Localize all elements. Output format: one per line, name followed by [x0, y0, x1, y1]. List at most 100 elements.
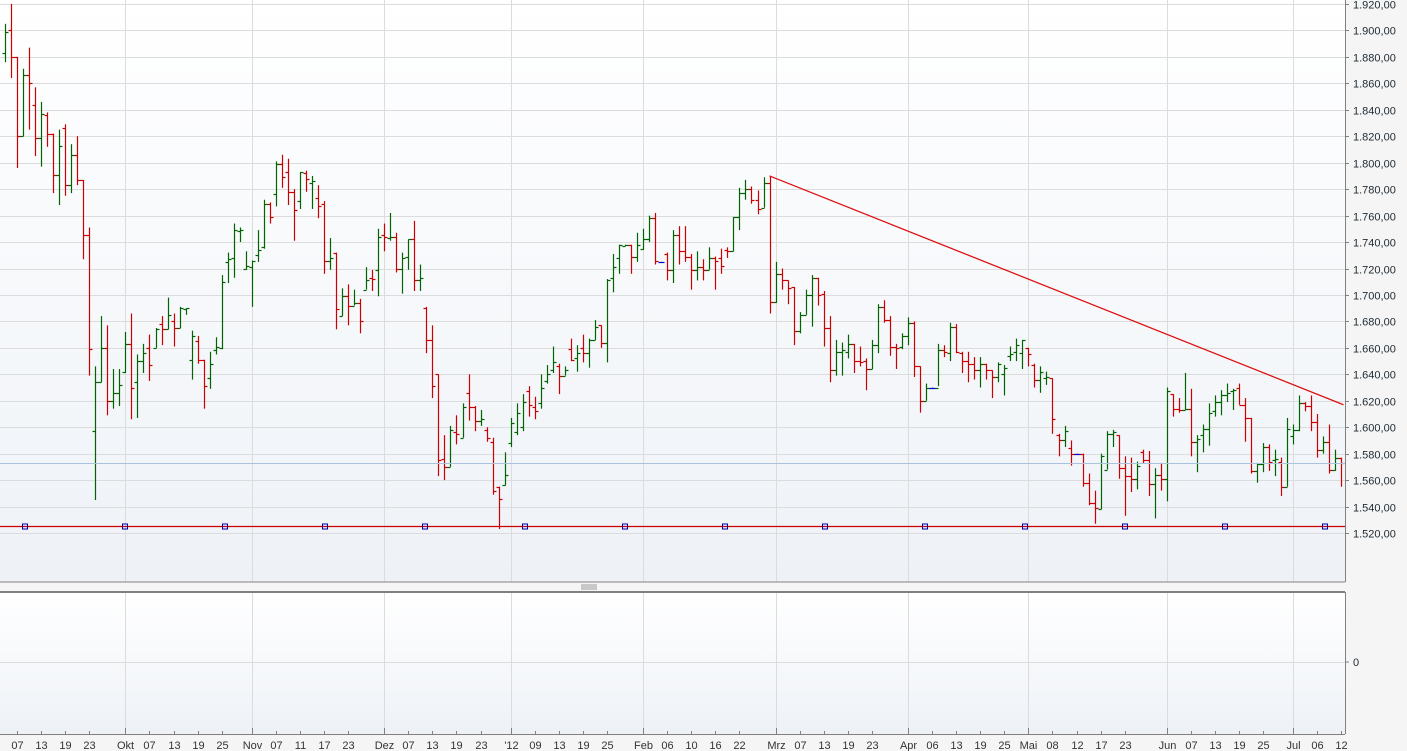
support-line-handle[interactable] [922, 523, 928, 530]
ohlc-bar [86, 227, 93, 376]
ohlc-bar [297, 171, 304, 209]
ohlc-bar [321, 201, 328, 274]
ohlc-bar [736, 187, 743, 231]
ohlc-bar [375, 228, 382, 297]
y-tick-label: 1.720,00 [1353, 265, 1396, 277]
ohlc-bar [881, 300, 888, 323]
ohlc-bar [815, 277, 822, 306]
ohlc-bar [68, 144, 75, 194]
ohlc-bar [8, 4, 15, 79]
ohlc-bar [399, 252, 406, 294]
ohlc-bar [923, 383, 930, 403]
panel-splitter[interactable] [0, 582, 1345, 592]
ohlc-bar [544, 365, 551, 384]
y-tick-label: 1.860,00 [1353, 79, 1396, 91]
x-tick-label: 06 [661, 740, 673, 751]
ohlc-bar [20, 68, 27, 138]
x-tick-label: Jul [1286, 740, 1300, 751]
ohlc-bar [1122, 456, 1129, 516]
x-tick-label: 23 [342, 740, 354, 751]
ohlc-bar [1242, 398, 1249, 442]
ohlc-bar [1013, 338, 1020, 362]
ohlc-bar [249, 260, 256, 307]
support-line-handle[interactable] [722, 523, 728, 530]
ohlc-bar [2, 23, 9, 63]
ohlc-bar [333, 252, 340, 330]
ohlc-bar [327, 238, 334, 270]
ohlc-bar [345, 284, 352, 326]
ohlc-bar [616, 244, 623, 274]
support-line-handle[interactable] [522, 523, 528, 530]
ohlc-bar [74, 136, 81, 186]
support-line-handle[interactable] [1222, 523, 1228, 530]
y-tick-label: 1.740,00 [1353, 238, 1396, 250]
support-line-handle[interactable] [322, 523, 328, 530]
ohlc-bar [833, 339, 840, 376]
ohlc-bar [1092, 490, 1099, 524]
ohlc-bar [110, 369, 117, 409]
support-line-handle[interactable] [1022, 523, 1028, 530]
ohlc-bar [1212, 395, 1219, 417]
support-line-handle[interactable] [1122, 523, 1128, 530]
support-line-handle[interactable] [1322, 523, 1328, 530]
x-tick-label: 13 [818, 740, 830, 751]
y-tick-label: 1.520,00 [1353, 529, 1396, 541]
y-tick-label: 1.760,00 [1353, 212, 1396, 224]
ohlc-bar [496, 486, 503, 530]
ohlc-bar [839, 342, 846, 376]
ohlc-bar [995, 362, 1002, 383]
ohlc-bar [1200, 424, 1207, 453]
ohlc-bar [1043, 371, 1050, 385]
x-tick-label: 07 [11, 740, 23, 751]
y-axis: 1.920,00 1.900,00 1.880,00 1.860,00 1.840,00… [1345, 0, 1396, 541]
ohlc-bar [134, 354, 141, 418]
ohlc-bar [718, 248, 725, 274]
y-tick-label: 1.560,00 [1353, 476, 1396, 488]
ohlc-bar [929, 387, 936, 390]
support-line-handle[interactable] [822, 523, 828, 530]
ohlc-bar [502, 452, 509, 487]
ohlc-bar [1296, 395, 1303, 432]
ohlc-bar [104, 325, 111, 416]
ohlc-bar [237, 227, 244, 243]
ohlc-bar [1284, 417, 1291, 489]
x-tick-label: 07 [1185, 740, 1197, 751]
ohlc-bar [658, 261, 665, 264]
support-line-handle[interactable] [622, 523, 628, 530]
x-tick-label: Jun [1159, 740, 1177, 751]
y-tick-label: 1.640,00 [1353, 370, 1396, 382]
x-tick-label: 11 [295, 740, 306, 751]
ohlc-bar [779, 268, 786, 290]
splitter-grip-icon[interactable] [581, 584, 597, 590]
ohlc-bar [748, 186, 755, 204]
ohlc-bar [1260, 443, 1267, 473]
ohlc-bar [1062, 425, 1069, 448]
ohlc-bar [44, 112, 51, 147]
ohlc-bar [26, 47, 33, 130]
x-tick-label: Apr [900, 740, 917, 751]
ohlc-bar [520, 394, 527, 432]
x-tick-label: 07 [143, 740, 155, 751]
ohlc-bar [1164, 387, 1171, 502]
ohlc-bar [159, 316, 166, 346]
ohlc-bar [423, 306, 430, 354]
support-line-handle[interactable] [122, 523, 128, 530]
ohlc-bar [14, 56, 21, 168]
ohlc-bar [285, 158, 292, 206]
ohlc-bar [291, 189, 298, 241]
ohlc-bar [953, 324, 960, 354]
ohlc-bar [869, 339, 876, 371]
x-tick-label: 07 [270, 740, 282, 751]
support-line-handle[interactable] [22, 523, 28, 530]
ohlc-bar [598, 324, 605, 348]
trendline[interactable] [769, 175, 1344, 406]
ohlc-bar [761, 177, 768, 210]
support-line-handle[interactable] [422, 523, 428, 530]
ohlc-bar [875, 304, 882, 354]
ohlc-bar [201, 359, 208, 409]
ohlc-bar [38, 101, 45, 167]
ohlc-bar [827, 316, 834, 383]
ohlc-bar [905, 317, 912, 346]
drawing-tools[interactable] [0, 175, 1345, 530]
support-line-handle[interactable] [222, 523, 228, 530]
